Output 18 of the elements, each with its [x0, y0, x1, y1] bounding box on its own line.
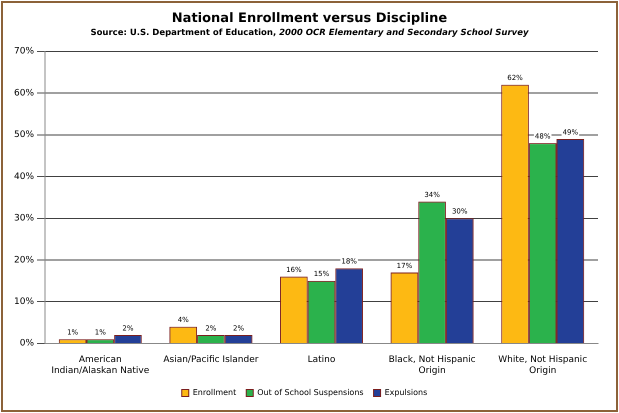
- chart-title: National Enrollment versus Discipline: [170, 11, 448, 26]
- y-tick-label: 20%: [14, 255, 34, 266]
- x-tick-label: Black, Not Hispanic Origin: [388, 355, 476, 376]
- y-tick-label: 0%: [20, 338, 34, 349]
- legend-label: Enrollment: [192, 388, 236, 398]
- y-tick-label: 50%: [14, 130, 34, 140]
- x-tick-label: Asian/Pacific Islander: [163, 355, 259, 366]
- legend-label: Out of School Suspensions: [257, 388, 364, 398]
- x-tick-label: Latino: [308, 355, 336, 366]
- y-tick-label: 60%: [14, 88, 34, 98]
- x-tick-label: American Indian/Alaskan Native: [51, 355, 150, 376]
- y-tick-label: 30%: [14, 214, 34, 224]
- y-tick-label: 40%: [14, 172, 34, 182]
- chart-subtitle: Source: U.S. Department of Education, 2000 OCR Elementary and Secondary School Survey: [90, 28, 529, 38]
- y-tick-label: 10%: [14, 297, 34, 308]
- legend-label: Expulsions: [384, 388, 428, 398]
- x-tick-label: White, Not Hispanic Origin: [498, 355, 588, 376]
- y-tick-label: 70%: [14, 46, 34, 57]
